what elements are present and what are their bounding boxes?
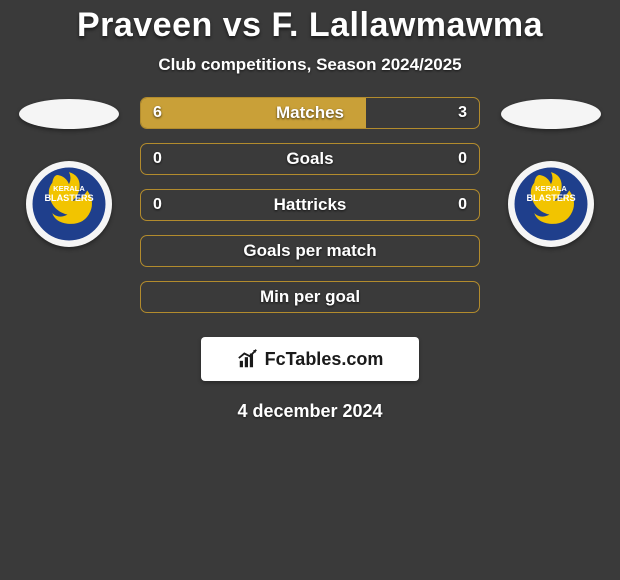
stat-row: Goals per match [140,235,480,267]
stat-value-right: 0 [458,196,467,214]
stat-value-left: 0 [153,150,162,168]
subtitle: Club competitions, Season 2024/2025 [0,55,620,75]
left-column: KERALA BLASTERS [16,97,122,247]
stat-value-left: 6 [153,104,162,122]
stat-row: 6 3 Matches [140,97,480,129]
comparison-content: KERALA BLASTERS 6 3 Matches 0 0 Goals 0 0 Hattri… [0,97,620,313]
stat-label: Goals [286,149,333,169]
brand-box: FcTables.com [201,337,419,381]
svg-text:KERALA: KERALA [535,184,567,193]
stat-label: Min per goal [260,287,360,307]
svg-text:KERALA: KERALA [53,184,85,193]
crest-icon: KERALA BLASTERS [513,166,589,242]
club-crest-right: KERALA BLASTERS [508,161,594,247]
club-crest-left: KERALA BLASTERS [26,161,112,247]
player-avatar-left [19,99,119,129]
page-title: Praveen vs F. Lallawmawma [0,6,620,45]
date-label: 4 december 2024 [0,401,620,422]
crest-icon: KERALA BLASTERS [31,166,107,242]
stat-value-left: 0 [153,196,162,214]
brand-text: FcTables.com [265,349,384,370]
stat-label: Hattricks [274,195,347,215]
stat-row: Min per goal [140,281,480,313]
svg-text:BLASTERS: BLASTERS [44,193,93,203]
stat-row: 0 0 Goals [140,143,480,175]
stat-bars: 6 3 Matches 0 0 Goals 0 0 Hattricks Goals per mat… [140,97,480,313]
stat-row: 0 0 Hattricks [140,189,480,221]
svg-text:BLASTERS: BLASTERS [526,193,575,203]
player-avatar-right [501,99,601,129]
stat-value-right: 0 [458,150,467,168]
stat-value-right: 3 [458,104,467,122]
chart-icon [237,348,259,370]
stat-label: Goals per match [243,241,376,261]
right-column: KERALA BLASTERS [498,97,604,247]
stat-label: Matches [276,103,344,123]
